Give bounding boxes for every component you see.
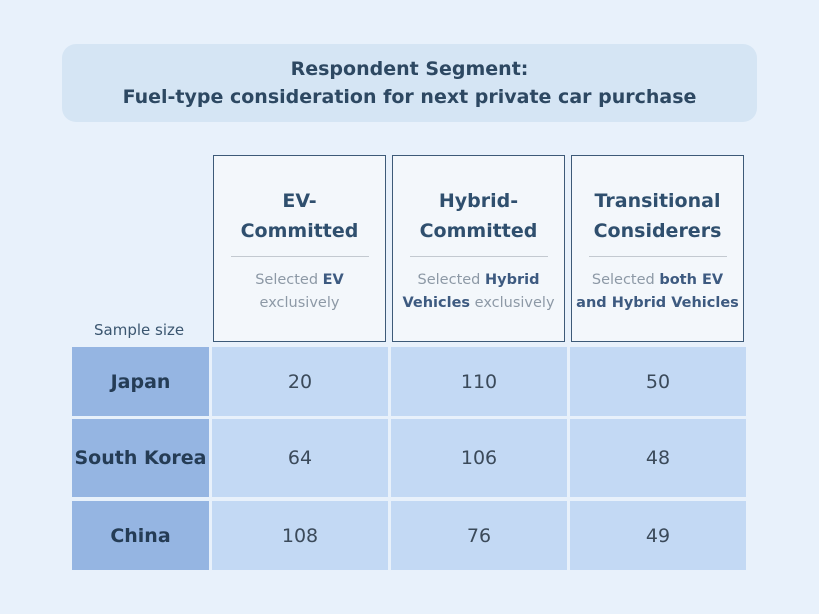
column-description: Selected EV exclusively <box>217 269 383 315</box>
column-description: Selected Hybrid Vehicles exclusively <box>396 269 562 315</box>
corner-label: Sample size <box>94 321 185 339</box>
value-cell: 108 <box>212 501 388 570</box>
description-part: exclusively <box>470 295 555 311</box>
value-cell: 64 <box>212 419 388 497</box>
value-cell: 48 <box>570 419 746 497</box>
row-label: South Korea <box>72 419 209 497</box>
description-part: Selected <box>591 272 660 288</box>
title-line: Respondent Segment: <box>290 58 529 80</box>
description-part: Selected <box>255 272 323 288</box>
column-header: Transitional Considerers Selected both EV… <box>571 155 744 342</box>
divider <box>230 256 369 257</box>
column-name: Transitional Considerers <box>593 190 722 242</box>
row-label: Japan <box>72 347 209 416</box>
description-part: Hybrid Vehicles <box>402 272 540 311</box>
value-cell: 76 <box>391 501 567 570</box>
column-name: Hybrid-Committed <box>419 190 538 242</box>
column-name: EV-Committed <box>240 190 359 242</box>
title-line: Fuel-type consideration for next private… <box>122 86 697 108</box>
divider <box>588 256 727 257</box>
value-cell: 50 <box>570 347 746 416</box>
description-part: both EV and Hybrid Vehicles <box>576 272 739 311</box>
description-part: Selected <box>417 272 485 288</box>
description-part: exclusively <box>259 295 340 311</box>
description-part: EV <box>322 272 344 288</box>
value-cell: 110 <box>391 347 567 416</box>
row-label: China <box>72 501 209 570</box>
divider <box>409 256 548 257</box>
title-box: Respondent Segment: Fuel-type considerat… <box>62 44 757 122</box>
value-cell: 20 <box>212 347 388 416</box>
value-cell: 49 <box>570 501 746 570</box>
value-cell: 106 <box>391 419 567 497</box>
column-description: Selected both EV and Hybrid Vehicles <box>575 269 741 315</box>
column-header: EV-Committed Selected EV exclusively <box>213 155 386 342</box>
column-header: Hybrid-Committed Selected Hybrid Vehicles… <box>392 155 565 342</box>
